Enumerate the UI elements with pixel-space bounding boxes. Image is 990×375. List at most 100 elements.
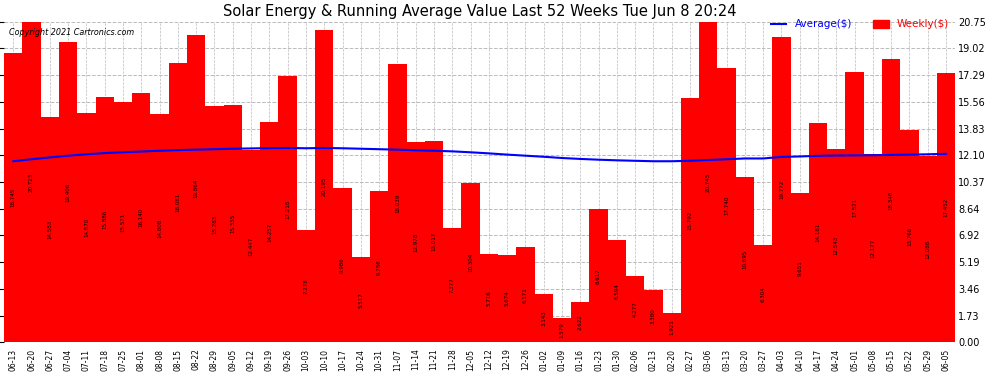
Bar — [681, 98, 699, 342]
Bar — [535, 294, 552, 342]
Text: 18.081: 18.081 — [175, 193, 180, 212]
Bar — [589, 209, 608, 342]
Text: 18.346: 18.346 — [889, 191, 894, 210]
Bar — [4, 53, 23, 342]
Bar — [133, 93, 150, 342]
Bar — [937, 73, 955, 342]
Text: 14.870: 14.870 — [84, 218, 89, 237]
Text: 15.886: 15.886 — [102, 210, 107, 229]
Text: 20.745: 20.745 — [706, 172, 711, 192]
Bar — [644, 290, 662, 342]
Bar — [388, 64, 407, 342]
Bar — [809, 123, 828, 342]
Bar — [260, 122, 278, 342]
Text: 14.181: 14.181 — [816, 223, 821, 242]
Legend: Average($), Weekly($): Average($), Weekly($) — [766, 15, 953, 34]
Bar — [205, 106, 224, 342]
Bar — [444, 228, 461, 342]
Bar — [718, 68, 736, 342]
Text: 5.716: 5.716 — [486, 290, 491, 306]
Text: 13.017: 13.017 — [432, 232, 437, 251]
Text: 13.766: 13.766 — [907, 226, 912, 246]
Text: 3.143: 3.143 — [542, 310, 546, 326]
Text: 8.617: 8.617 — [596, 268, 601, 284]
Bar — [754, 245, 772, 342]
Text: 12.543: 12.543 — [834, 236, 839, 255]
Text: 12.177: 12.177 — [870, 238, 875, 258]
Bar — [772, 37, 791, 342]
Text: 17.521: 17.521 — [852, 197, 857, 217]
Text: 9.986: 9.986 — [340, 257, 345, 273]
Text: 1.579: 1.579 — [559, 322, 564, 338]
Bar — [334, 188, 351, 342]
Bar — [23, 22, 41, 342]
Bar — [315, 30, 334, 342]
Text: 16.140: 16.140 — [139, 208, 144, 227]
Bar — [863, 154, 882, 342]
Bar — [77, 112, 96, 342]
Text: 5.674: 5.674 — [505, 291, 510, 306]
Text: 20.723: 20.723 — [29, 172, 34, 192]
Text: 14.583: 14.583 — [48, 220, 52, 239]
Text: Copyright 2021 Cartronics.com: Copyright 2021 Cartronics.com — [9, 28, 134, 37]
Bar — [571, 302, 589, 342]
Bar — [608, 240, 626, 342]
Text: 10.304: 10.304 — [468, 253, 473, 272]
Text: 7.377: 7.377 — [449, 278, 454, 293]
Text: 20.195: 20.195 — [322, 177, 327, 196]
Bar — [242, 150, 260, 342]
Bar — [41, 117, 59, 342]
Bar — [662, 313, 681, 342]
Bar — [498, 255, 516, 342]
Bar — [150, 114, 168, 342]
Text: 7.278: 7.278 — [303, 278, 309, 294]
Title: Solar Energy & Running Average Value Last 52 Weeks Tue Jun 8 20:24: Solar Energy & Running Average Value Las… — [223, 4, 737, 19]
Text: 15.355: 15.355 — [231, 214, 236, 233]
Bar — [900, 130, 919, 342]
Bar — [297, 230, 315, 342]
Bar — [224, 105, 242, 342]
Text: 1.921: 1.921 — [669, 320, 674, 335]
Text: 2.622: 2.622 — [578, 314, 583, 330]
Text: 15.571: 15.571 — [121, 212, 126, 232]
Bar — [736, 177, 754, 342]
Text: 9.651: 9.651 — [797, 260, 802, 276]
Bar — [370, 191, 388, 342]
Text: 17.452: 17.452 — [943, 198, 948, 217]
Text: 19.406: 19.406 — [65, 183, 70, 202]
Text: 19.864: 19.864 — [194, 179, 199, 198]
Text: 10.695: 10.695 — [742, 250, 747, 269]
Bar — [882, 59, 900, 342]
Text: 6.594: 6.594 — [615, 284, 620, 299]
Bar — [828, 148, 845, 342]
Text: 14.808: 14.808 — [157, 218, 162, 237]
Text: 15.283: 15.283 — [212, 214, 217, 234]
Bar — [845, 72, 863, 342]
Text: 6.171: 6.171 — [523, 287, 528, 303]
Text: 4.277: 4.277 — [633, 302, 638, 317]
Text: 18.745: 18.745 — [11, 188, 16, 207]
Bar — [626, 276, 644, 342]
Bar — [407, 142, 425, 342]
Bar — [187, 35, 205, 342]
Bar — [278, 76, 297, 342]
Bar — [59, 42, 77, 342]
Bar — [461, 183, 480, 342]
Bar — [96, 97, 114, 342]
Bar — [699, 22, 718, 342]
Bar — [114, 102, 133, 342]
Text: 12.978: 12.978 — [413, 232, 418, 252]
Text: 12.088: 12.088 — [926, 239, 931, 259]
Text: 6.304: 6.304 — [760, 286, 765, 302]
Bar — [791, 193, 809, 342]
Text: 17.740: 17.740 — [724, 196, 729, 215]
Bar — [351, 257, 370, 342]
Text: 5.517: 5.517 — [358, 292, 363, 308]
Bar — [919, 156, 937, 342]
Text: 15.792: 15.792 — [687, 211, 692, 230]
Text: 3.380: 3.380 — [650, 308, 656, 324]
Text: 9.786: 9.786 — [376, 259, 381, 274]
Text: 19.772: 19.772 — [779, 180, 784, 199]
Bar — [168, 63, 187, 342]
Text: 12.447: 12.447 — [248, 237, 253, 256]
